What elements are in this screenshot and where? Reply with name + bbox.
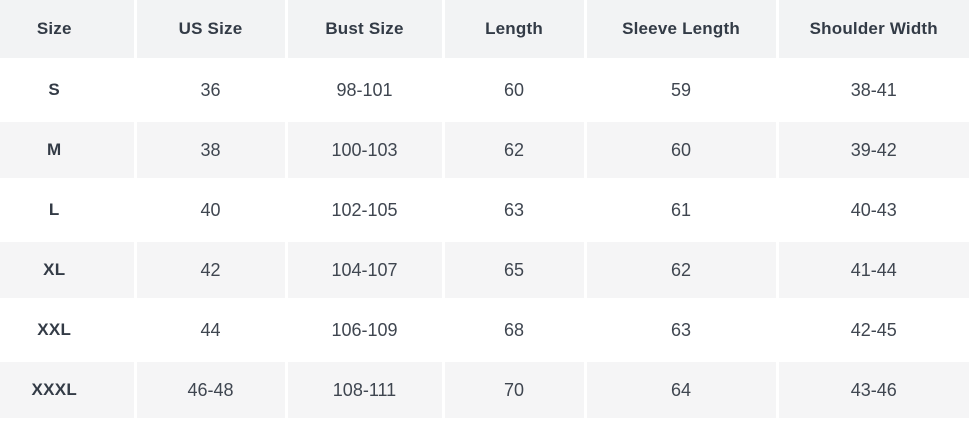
- column-header-length: Length: [443, 0, 587, 62]
- cell-us-size: 46-48: [135, 360, 288, 422]
- cell-sleeve-length: 64: [585, 360, 779, 422]
- cell-us-size: 42: [135, 240, 288, 302]
- table-row-xxl: XXL 44 106-109 68 63 42-45: [0, 300, 969, 362]
- cell-us-size: 40: [135, 180, 288, 242]
- size-label-s: S: [0, 60, 137, 122]
- cell-shoulder-width: 43-46: [777, 360, 969, 422]
- size-label-m: M: [0, 120, 137, 182]
- cell-us-size: 36: [135, 60, 288, 122]
- table-row-xl: XL 42 104-107 65 62 41-44: [0, 240, 969, 302]
- cell-sleeve-length: 63: [585, 300, 779, 362]
- cell-bust-size: 104-107: [286, 240, 445, 302]
- size-label-xl: XL: [0, 240, 137, 302]
- column-header-shoulder-width: Shoulder Width: [777, 0, 969, 62]
- size-label-xxl: XXL: [0, 300, 137, 362]
- column-header-sleeve-length: Sleeve Length: [585, 0, 779, 62]
- cell-length: 62: [443, 120, 587, 182]
- cell-sleeve-length: 59: [585, 60, 779, 122]
- table-row-l: L 40 102-105 63 61 40-43: [0, 180, 969, 242]
- size-label-l: L: [0, 180, 137, 242]
- cell-length: 60: [443, 60, 587, 122]
- cell-shoulder-width: 38-41: [777, 60, 969, 122]
- cell-shoulder-width: 41-44: [777, 240, 969, 302]
- cell-length: 65: [443, 240, 587, 302]
- cell-us-size: 38: [135, 120, 288, 182]
- cell-bust-size: 106-109: [286, 300, 445, 362]
- cell-us-size: 44: [135, 300, 288, 362]
- header-row: Size US Size Bust Size Length Sleeve Len…: [0, 0, 969, 62]
- cell-shoulder-width: 40-43: [777, 180, 969, 242]
- cell-bust-size: 98-101: [286, 60, 445, 122]
- table-row-xxxl: XXXL 46-48 108-111 70 64 43-46: [0, 360, 969, 422]
- cell-sleeve-length: 60: [585, 120, 779, 182]
- table-row-m: M 38 100-103 62 60 39-42: [0, 120, 969, 182]
- cell-bust-size: 102-105: [286, 180, 445, 242]
- size-label-xxxl: XXXL: [0, 360, 137, 422]
- cell-shoulder-width: 42-45: [777, 300, 969, 362]
- cell-sleeve-length: 61: [585, 180, 779, 242]
- cell-bust-size: 100-103: [286, 120, 445, 182]
- column-header-bust-size: Bust Size: [286, 0, 445, 62]
- cell-length: 63: [443, 180, 587, 242]
- cell-shoulder-width: 39-42: [777, 120, 969, 182]
- cell-length: 70: [443, 360, 587, 422]
- cell-length: 68: [443, 300, 587, 362]
- cell-bust-size: 108-111: [286, 360, 445, 422]
- table-row-s: S 36 98-101 60 59 38-41: [0, 60, 969, 122]
- cell-sleeve-length: 62: [585, 240, 779, 302]
- column-header-us-size: US Size: [135, 0, 288, 62]
- column-header-size: Size: [0, 0, 137, 62]
